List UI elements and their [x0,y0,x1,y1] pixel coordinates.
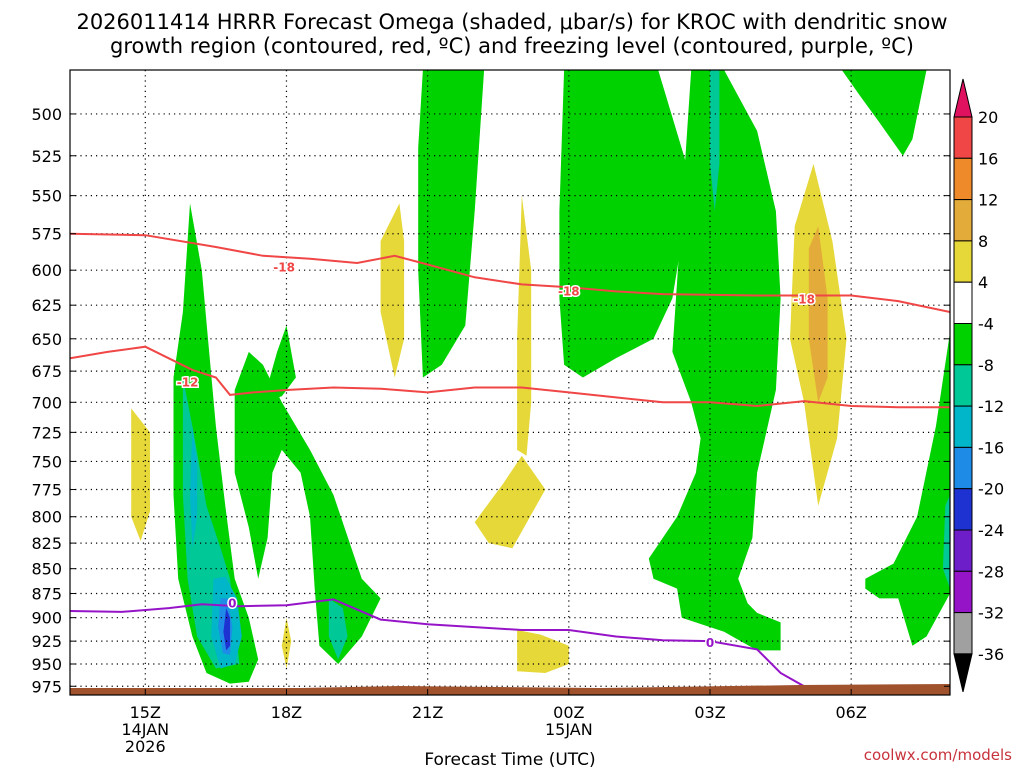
yellow-region-3 [517,195,532,456]
yellow-region-2 [380,203,405,378]
colorbar-level-label: -20 [978,480,1004,499]
y-tick-label: 800 [31,508,62,527]
y-tick-label: 500 [31,105,62,124]
y-tick-label: 750 [31,452,62,471]
dgz-contour-minus18-label: -18 [273,260,295,274]
colorbar-swatch [953,488,973,531]
chart-title-line2: growth region (contoured, red, ºC) and f… [110,34,914,58]
green-region-10 [262,325,296,403]
green-region-9 [234,351,381,664]
colorbar-level-label: 12 [978,191,998,210]
y-tick-label: 925 [31,632,62,651]
x-tick-label: 21Z [412,703,443,722]
colorbar-level-label: -4 [978,315,994,334]
x-tick-label: 18Z [271,703,302,722]
dgz-contour-minus18-label: -18 [558,284,580,298]
x-tick-label: 06Z [836,703,867,722]
colorbar-swatch [953,157,973,201]
teal-region-19 [942,495,950,589]
darkblue-region-23 [223,608,230,651]
freezing-level-contour-line [70,598,852,695]
green-region-13 [648,70,781,651]
plot-area: -18 -18 -18 -12 0 0 [70,70,950,695]
colorbar-swatch [953,323,973,366]
y-tick-label: 850 [31,560,62,579]
yellow-region-5 [517,630,569,673]
chart-title-line1: 2026011414 HRRR Forecast Omega (shaded, … [76,10,947,34]
y-tick-label: 575 [31,225,62,244]
y-tick-label: 525 [31,147,62,166]
freezing-level-contour-label: 0 [706,636,714,650]
green-region-11 [418,70,485,378]
colorbar-swatch [953,570,973,614]
orange-region-7 [808,226,828,403]
dotted-gridlines [70,70,950,695]
y-tick-label: 625 [31,296,62,315]
temperature-contours: -18 -18 -18 -12 0 0 [70,232,950,695]
colorbar-level-label: 4 [978,273,988,292]
colorbar-level-label: 16 [978,149,998,168]
colorbar-swatch [953,240,973,283]
colorbar-level-label: -28 [978,562,1004,581]
x-axis-label: Forecast Time (UTC) [424,750,595,768]
y-tick-label: 725 [31,423,62,442]
colorbar-swatch [953,364,973,407]
green-region-15 [865,332,950,646]
colorbar-swatch [953,529,973,572]
x-tick-label: 2026 [125,737,166,756]
credit-text: coolwx.com/models [864,746,1012,764]
y-tick-label: 600 [31,261,62,280]
freezing-level-contour-label: 0 [228,596,236,610]
colorbar-swatch [953,446,973,490]
teal-region-18 [328,598,348,660]
y-tick-label: 900 [31,609,62,628]
y-tick-label: 975 [31,677,62,696]
pressure-axis: 500 525 550 575 600 625 650 675 700 725 750 775 800 8… [31,105,950,696]
dgz-contour-minus18-label: -18 [793,293,815,307]
colorbar-level-label: 8 [978,232,988,251]
y-tick-label: 650 [31,330,62,349]
colorbar-swatch [953,405,973,448]
x-tick-label: 14JAN [121,720,169,739]
colorbar-level-label: -16 [978,438,1004,457]
colorbar: 20 16 12 8 4 -4 -8 -12 -16 -20 -24 -28 -32 -36 [953,78,1004,693]
y-tick-label: 550 [31,187,62,206]
colorbar-level-label: -8 [978,356,994,375]
cyan-region-20 [190,426,198,549]
colorbar-swatch [953,281,973,325]
colorbar-level-label: -32 [978,604,1004,623]
colorbar-level-label: 20 [978,108,998,127]
colorbar-level-label: -12 [978,397,1004,416]
y-tick-label: 950 [31,655,62,674]
yellow-region-4 [474,455,546,549]
y-tick-label: 675 [31,362,62,381]
dgz-contour-minus12-label: -12 [177,375,199,389]
colorbar-level-label: -36 [978,645,1004,664]
green-region-12 [559,70,692,378]
omega-shading [131,70,950,684]
colorbar-level-label: -24 [978,521,1004,540]
x-tick-label: 03Z [694,703,725,722]
colorbar-swatch [953,116,973,159]
plot-frame [69,69,951,696]
terrain-ground-band [70,684,950,695]
dgz-contour-minus18-line [70,232,950,313]
y-tick-label: 775 [31,481,62,500]
green-region-14 [841,70,927,156]
y-tick-label: 700 [31,393,62,412]
colorbar-swatch [953,612,973,655]
x-tick-label: 00Z [553,703,584,722]
y-tick-label: 875 [31,585,62,604]
x-tick-label: 15JAN [545,720,593,739]
x-tick-label: 15Z [130,703,161,722]
dgz-contour-minus12-line [70,345,950,409]
teal-region-17 [710,70,720,212]
colorbar-swatch [953,199,973,242]
y-tick-label: 825 [31,534,62,553]
colorbar-bottom-triangle [953,653,973,693]
